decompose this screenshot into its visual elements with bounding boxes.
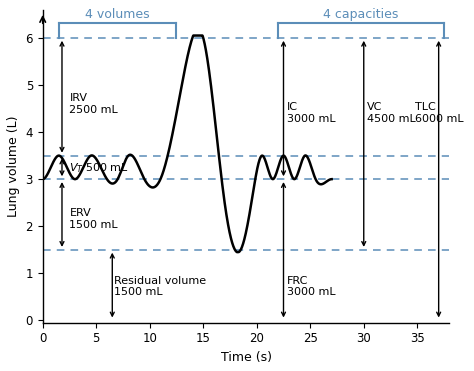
Text: VC
4500 mL: VC 4500 mL xyxy=(367,102,416,124)
Text: IC
3000 mL: IC 3000 mL xyxy=(287,102,335,124)
Text: FRC
3000 mL: FRC 3000 mL xyxy=(287,276,335,297)
Text: $V_T$ 500 mL: $V_T$ 500 mL xyxy=(70,161,129,175)
Text: IRV
2500 mL: IRV 2500 mL xyxy=(70,93,118,115)
Text: TLC
6000 mL: TLC 6000 mL xyxy=(415,102,464,124)
Text: 4 volumes: 4 volumes xyxy=(85,8,150,21)
Y-axis label: Lung volume (L): Lung volume (L) xyxy=(7,115,20,217)
Text: 4 capacities: 4 capacities xyxy=(323,8,399,21)
Text: ERV
1500 mL: ERV 1500 mL xyxy=(70,209,118,230)
X-axis label: Time (s): Time (s) xyxy=(220,351,272,364)
Text: Residual volume
1500 mL: Residual volume 1500 mL xyxy=(114,276,207,297)
